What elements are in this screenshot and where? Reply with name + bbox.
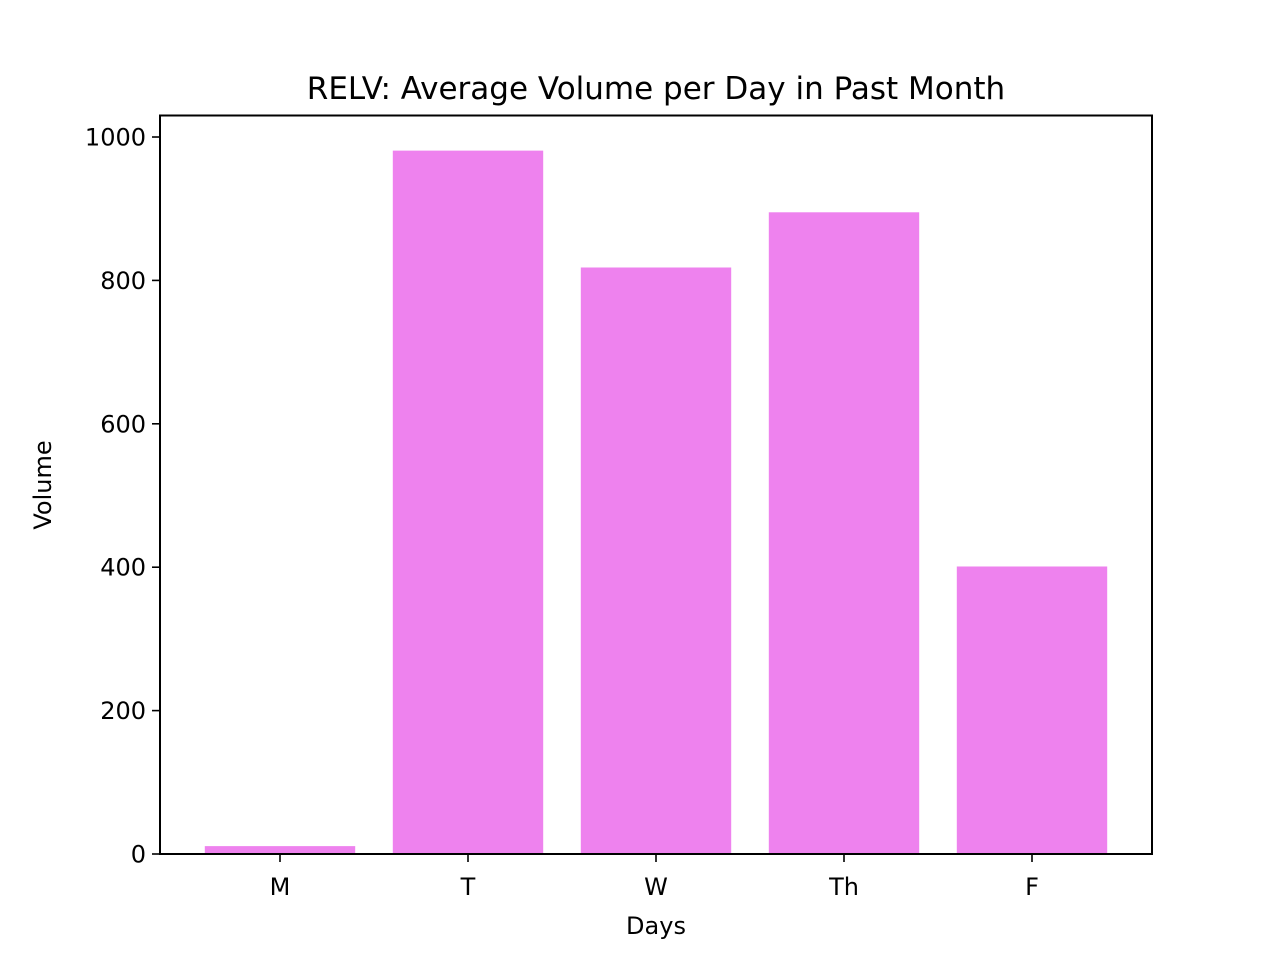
x-tick-label: M	[270, 873, 291, 901]
x-axis-ticks: M T W Th F	[270, 854, 1039, 901]
x-axis-label: Days	[626, 912, 686, 940]
x-tick-label: W	[644, 873, 668, 901]
y-tick-label: 200	[100, 697, 146, 725]
y-axis-label: Volume	[29, 440, 57, 529]
y-tick-label: 1000	[85, 124, 146, 152]
y-tick-label: 600	[100, 410, 146, 438]
y-axis-ticks: 0 200 400 600 800 1000	[85, 124, 160, 869]
bar-th	[768, 212, 920, 854]
bar-f	[956, 566, 1108, 854]
y-tick-label: 800	[100, 267, 146, 295]
x-tick-label: F	[1025, 873, 1039, 901]
y-tick-label: 400	[100, 554, 146, 582]
bar-w	[580, 267, 732, 854]
x-tick-label: T	[460, 873, 476, 901]
bar-m	[204, 846, 356, 854]
bar-t	[392, 150, 544, 855]
bars-group	[204, 150, 1108, 855]
y-tick-label: 0	[131, 841, 146, 869]
chart-title: RELV: Average Volume per Day in Past Mon…	[307, 71, 1005, 107]
plot-frame	[159, 114, 1153, 855]
x-tick-label: Th	[828, 873, 859, 901]
